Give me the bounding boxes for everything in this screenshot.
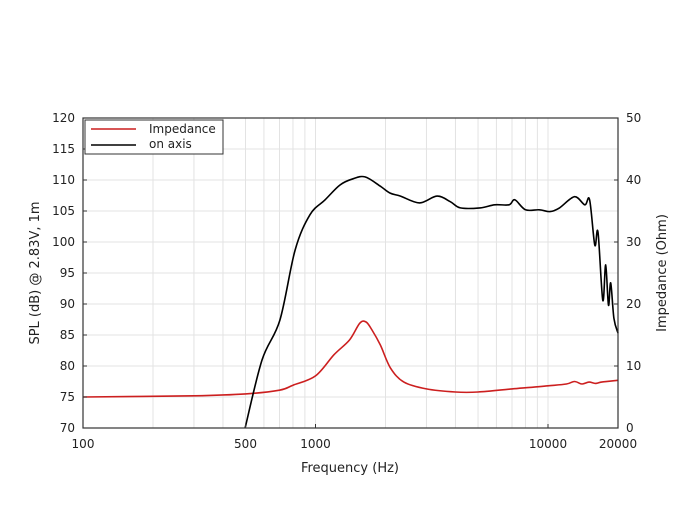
y2-tick-label: 50	[626, 111, 641, 125]
y2-tick-label: 20	[626, 297, 641, 311]
y-tick-label: 90	[60, 297, 75, 311]
y-tick-label: 100	[52, 235, 75, 249]
y-tick-label: 70	[60, 421, 75, 435]
y2-tick-label: 10	[626, 359, 641, 373]
y2-axis-ticks: 0 10 20 30 40 50	[614, 111, 641, 435]
y2-tick-label: 30	[626, 235, 641, 249]
y-axis-ticks: 70 75 80 85 90 95 100 105 110 115 120	[52, 111, 87, 435]
legend-label-on-axis: on axis	[149, 137, 192, 151]
y2-tick-label: 0	[626, 421, 634, 435]
y2-axis-label: Impedance (Ohm)	[655, 214, 670, 332]
x-tick-label: 20000	[599, 437, 637, 451]
series-line-impedance	[82, 320, 619, 398]
x-tick-label: 500	[234, 437, 257, 451]
y-tick-label: 85	[60, 328, 75, 342]
series-line-on-axis	[244, 175, 619, 429]
y-axis-label: SPL (dB) @ 2.83V, 1m	[28, 201, 43, 344]
series-group	[82, 175, 619, 429]
y-tick-label: 120	[52, 111, 75, 125]
y2-tick-label: 40	[626, 173, 641, 187]
legend: Impedance on axis	[84, 119, 224, 155]
legend-box	[84, 119, 224, 155]
y-tick-label: 115	[52, 142, 75, 156]
legend-label-impedance: Impedance	[149, 122, 216, 136]
grid	[83, 118, 618, 428]
x-tick-label: 10000	[529, 437, 567, 451]
y-tick-label: 105	[52, 204, 75, 218]
y-tick-label: 75	[60, 390, 75, 404]
y-tick-label: 95	[60, 266, 75, 280]
x-axis-label: Frequency (Hz)	[301, 461, 399, 476]
x-tick-label: 100	[72, 437, 95, 451]
y-tick-label: 80	[60, 359, 75, 373]
x-axis-ticks: 100 500 1000 10000 20000	[72, 424, 637, 451]
x-tick-label: 1000	[300, 437, 331, 451]
y-tick-label: 110	[52, 173, 75, 187]
